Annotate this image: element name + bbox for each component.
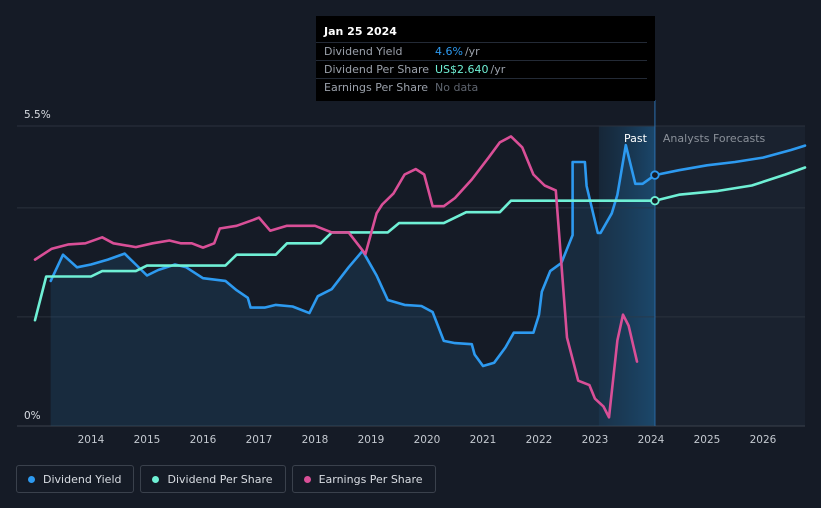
x-tick-label: 2020 — [414, 434, 441, 446]
tooltip-unit: /yr — [490, 63, 506, 76]
x-tick-label: 2018 — [302, 434, 329, 446]
tooltip-row-dividend-yield: Dividend Yield 4.6% /yr — [316, 42, 647, 58]
x-tick-label: 2023 — [582, 434, 609, 446]
legend-dot-icon — [152, 475, 160, 483]
past-label: Past — [624, 132, 648, 145]
dividend-yield-marker — [650, 170, 660, 180]
tooltip-value: 4.6% — [435, 45, 463, 58]
x-tick-label: 2025 — [694, 434, 721, 446]
x-tick-label: 2026 — [750, 434, 777, 446]
dividend-yield-area — [50, 145, 655, 426]
tooltip-row-earnings-per-share: Earnings Per Share No data — [316, 78, 647, 94]
legend-item-earnings-per-share[interactable]: Earnings Per Share — [291, 465, 436, 493]
x-tick-label: 2017 — [246, 434, 273, 446]
earnings-per-share-line — [33, 135, 639, 419]
forecast-label: Analysts Forecasts — [663, 132, 766, 145]
tooltip-value: No data — [435, 81, 479, 94]
y-tick-label: 5.5% — [24, 109, 51, 121]
x-tick-label: 2014 — [78, 434, 105, 446]
tooltip-value: US$2.640 — [435, 63, 489, 76]
chart-tooltip: Jan 25 2024 Dividend Yield 4.6% /yr Divi… — [316, 16, 655, 101]
legend-label: Dividend Per Share — [167, 472, 273, 486]
tooltip-row-dividend-per-share: Dividend Per Share US$2.640 /yr — [316, 60, 647, 76]
tooltip-date: Jan 25 2024 — [324, 25, 397, 38]
x-tick-label: 2019 — [358, 434, 385, 446]
x-tick-label: 2016 — [190, 434, 217, 446]
dividend-yield-forecast-line — [653, 144, 807, 177]
tooltip-label: Dividend Yield — [324, 45, 403, 58]
x-tick-label: 2024 — [638, 434, 665, 446]
chart-legend: Dividend Yield Dividend Per Share Earnin… — [16, 465, 436, 493]
legend-item-dividend-per-share[interactable]: Dividend Per Share — [140, 465, 286, 493]
x-tick-label: 2021 — [470, 434, 497, 446]
dividend-per-share-line — [33, 166, 807, 322]
dividend-per-share-marker — [650, 196, 660, 206]
legend-item-dividend-yield[interactable]: Dividend Yield — [16, 465, 135, 493]
legend-label: Earnings Per Share — [318, 472, 423, 486]
y-tick-label: 0% — [24, 410, 41, 422]
tooltip-unit: /yr — [464, 45, 480, 58]
tooltip-label: Dividend Per Share — [324, 63, 430, 76]
forecast-band — [598, 126, 655, 426]
tooltip-label: Earnings Per Share — [324, 81, 429, 94]
legend-dot-icon — [303, 475, 311, 483]
x-tick-label: 2022 — [526, 434, 553, 446]
x-tick-label: 2015 — [134, 434, 161, 446]
legend-label: Dividend Yield — [43, 472, 122, 486]
legend-dot-icon — [28, 475, 35, 483]
